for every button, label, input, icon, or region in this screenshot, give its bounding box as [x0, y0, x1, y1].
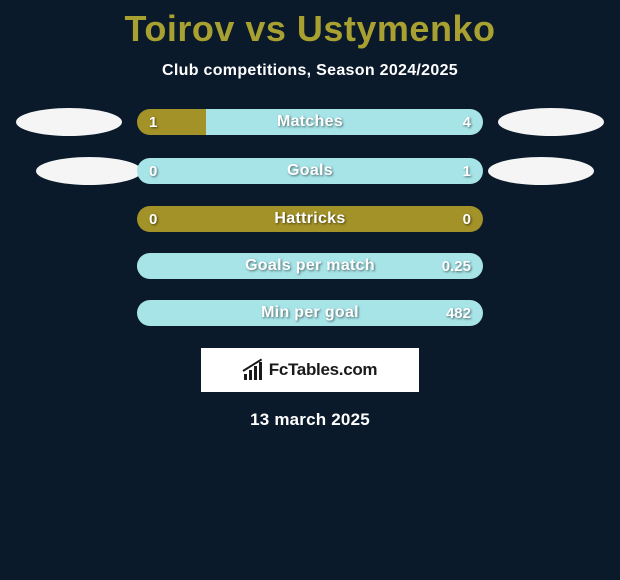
stat-rows-container: Matches14 Goals01 Hattricks00 Goals per mat…	[0, 108, 620, 326]
stat-row: Goals per match0.25	[0, 253, 620, 279]
stat-bar: Goals01	[137, 158, 483, 184]
stat-bar: Hattricks00	[137, 206, 483, 232]
stat-bar-right-segment	[137, 158, 483, 184]
branding-text: FcTables.com	[269, 360, 378, 380]
player-left-badge	[36, 157, 142, 185]
stat-row: Min per goal482	[0, 300, 620, 326]
snapshot-date: 13 march 2025	[0, 410, 620, 430]
stat-row: Hattricks00	[0, 206, 620, 232]
stat-bar: Min per goal482	[137, 300, 483, 326]
player-right-badge-slot	[483, 108, 610, 136]
stat-bar: Goals per match0.25	[137, 253, 483, 279]
stat-bar-left-segment	[137, 206, 483, 232]
stat-row: Goals01	[0, 157, 620, 185]
player-left-badge-slot	[10, 157, 137, 185]
stat-row: Matches14	[0, 108, 620, 136]
stat-bar: Matches14	[137, 109, 483, 135]
player-right-badge	[498, 108, 604, 136]
stat-bar-right-segment	[137, 300, 483, 326]
player-left-badge	[16, 108, 122, 136]
player-left-badge-slot	[10, 108, 137, 136]
branding-badge: FcTables.com	[201, 348, 419, 392]
player-right-badge	[488, 157, 594, 185]
comparison-subtitle: Club competitions, Season 2024/2025	[0, 62, 620, 80]
player-right-badge-slot	[483, 157, 610, 185]
comparison-title: Toirov vs Ustymenko	[0, 0, 620, 50]
stat-bar-left-segment	[137, 109, 206, 135]
chart-icon	[243, 360, 265, 380]
stat-bar-right-segment	[137, 253, 483, 279]
stat-bar-right-segment	[206, 109, 483, 135]
